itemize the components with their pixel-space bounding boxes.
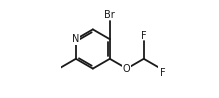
Text: F: F	[141, 31, 147, 41]
Text: O: O	[123, 64, 131, 74]
Text: Br: Br	[104, 10, 115, 20]
Text: N: N	[72, 34, 79, 44]
Text: F: F	[159, 68, 165, 78]
